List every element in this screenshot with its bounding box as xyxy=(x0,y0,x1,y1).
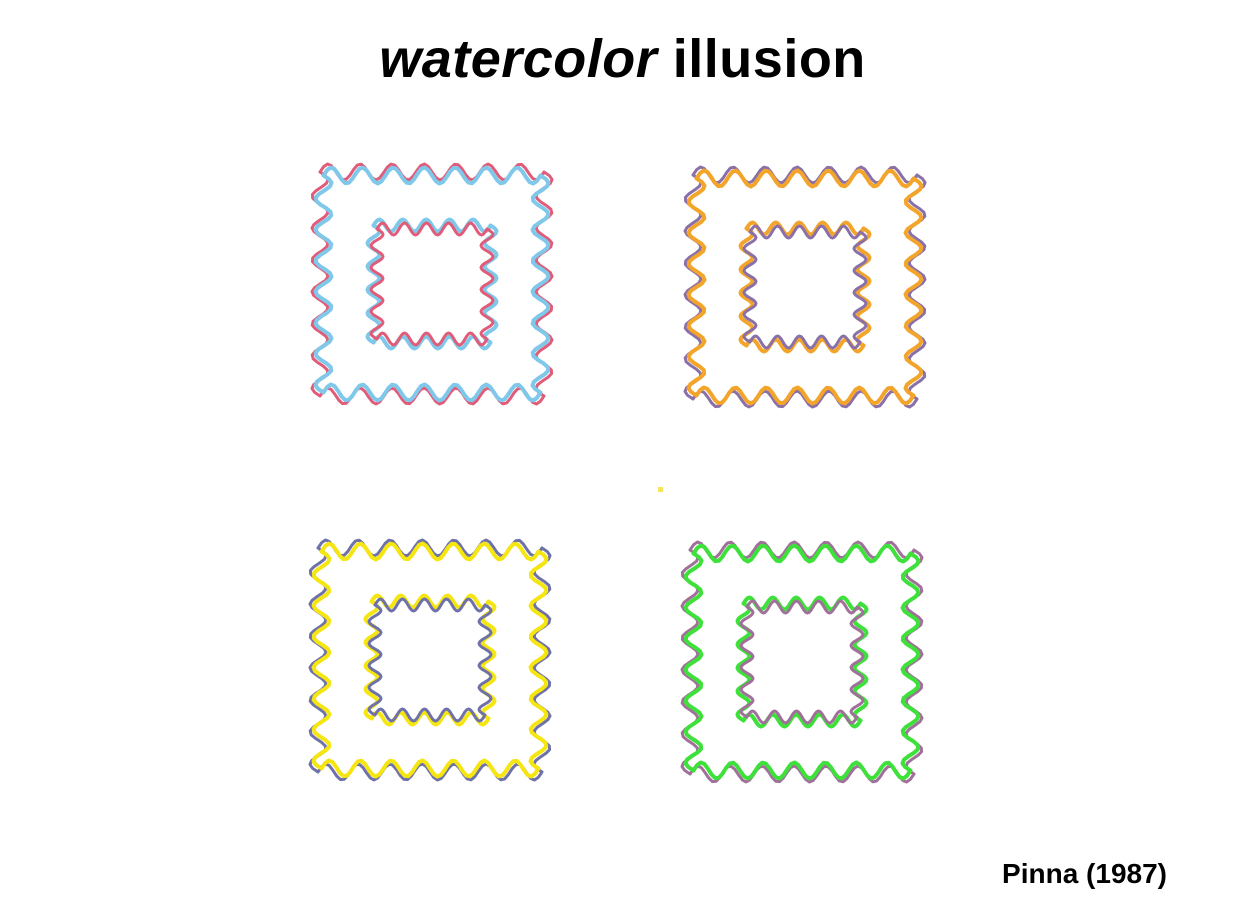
center-dot xyxy=(658,487,663,492)
outer-contour xyxy=(310,162,554,406)
inner-contour xyxy=(742,224,868,350)
outer-fringe xyxy=(686,168,924,406)
outer-fringe xyxy=(683,543,921,781)
page-title: watercolor illusion xyxy=(0,28,1245,90)
inner-fringe xyxy=(738,220,872,354)
yellow-purple-figure xyxy=(308,538,552,782)
outer-contour xyxy=(308,538,552,782)
inner-contour xyxy=(739,599,865,725)
citation: Pinna (1987) xyxy=(1002,858,1167,889)
blue-red-figure xyxy=(310,162,554,406)
outer-fringe xyxy=(313,165,551,403)
inner-contour xyxy=(369,221,495,347)
outer-fringe xyxy=(311,541,549,779)
inner-fringe xyxy=(365,217,499,351)
inner-fringe xyxy=(363,593,497,727)
title-rest: illusion xyxy=(672,29,866,89)
green-purple-figure xyxy=(680,540,924,784)
outer-contour xyxy=(680,540,924,784)
inner-contour xyxy=(367,597,493,723)
orange-purple-figure xyxy=(683,165,927,409)
inner-fringe xyxy=(735,595,869,729)
title-italic: watercolor xyxy=(379,29,658,89)
outer-contour xyxy=(683,165,927,409)
